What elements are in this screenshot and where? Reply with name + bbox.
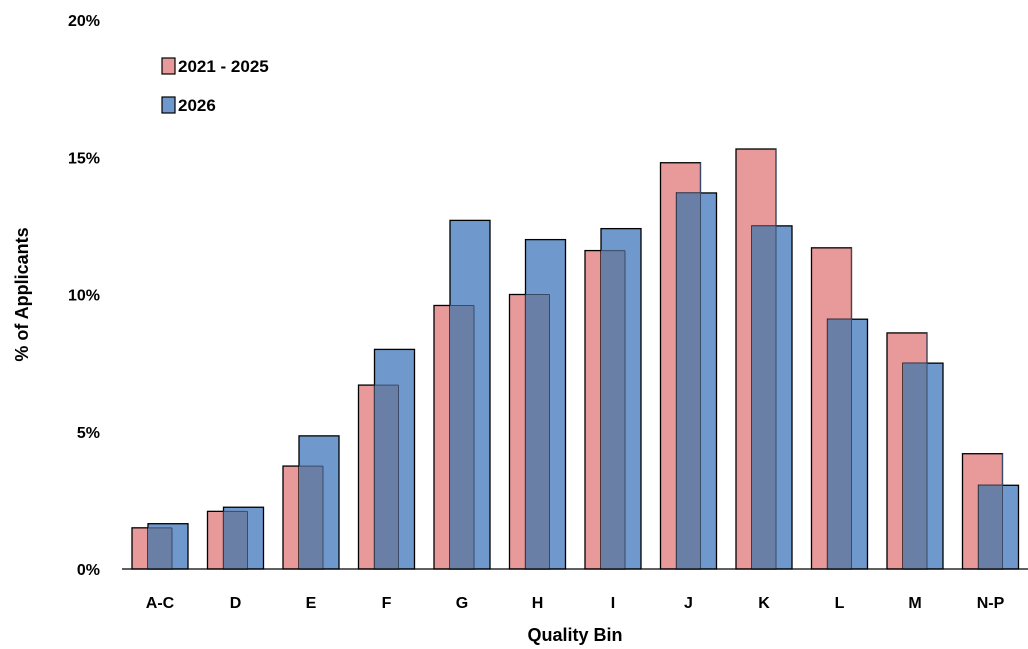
x-tick-label: I [611,595,615,612]
legend-swatch-2 [161,96,176,114]
x-tick-label: K [758,595,770,612]
bar-overlap-f [374,385,399,569]
bar-overlap-l [827,319,852,569]
x-tick-label: A-C [146,595,175,612]
bar-overlap-i [601,250,625,569]
x-tick-label: H [532,595,544,612]
legend-swatch-1 [161,57,176,75]
x-axis-ticks: A-C D E F G H I J K L M N-P [146,595,1005,612]
y-tick-label: 20% [68,13,100,30]
legend-label-2: 2026 [178,96,216,115]
bar-overlap-m [903,363,927,569]
x-tick-label: F [382,595,392,612]
x-tick-label: L [835,595,845,612]
y-axis-title: % of Applicants [12,227,32,361]
bar-overlap-d [223,511,248,569]
legend-label-1: 2021 - 2025 [178,57,269,76]
y-tick-label: 5% [77,425,100,442]
x-tick-label: N-P [977,595,1005,612]
x-tick-label: J [684,595,693,612]
bar-overlap-e [299,466,323,569]
x-tick-label: G [456,595,468,612]
bar-overlap-g [450,305,474,569]
x-tick-label: M [908,595,921,612]
legend: 2021 - 2025 2026 [161,57,269,115]
y-tick-label: 10% [68,288,100,305]
bar-overlap-k [752,225,776,569]
y-axis-ticks: 0% 5% 10% 15% 20% [68,13,100,579]
y-tick-label: 0% [77,562,100,579]
x-tick-label: E [306,595,317,612]
bar-overlap-n-p [978,485,1003,569]
bar-overlap-a-c [148,527,172,569]
x-tick-label: D [230,595,242,612]
y-tick-label: 15% [68,150,100,167]
bar-overlap-j [676,192,701,569]
x-axis-title: Quality Bin [527,625,622,645]
bar-overlap-h [525,294,550,569]
bars-group [131,148,1020,570]
